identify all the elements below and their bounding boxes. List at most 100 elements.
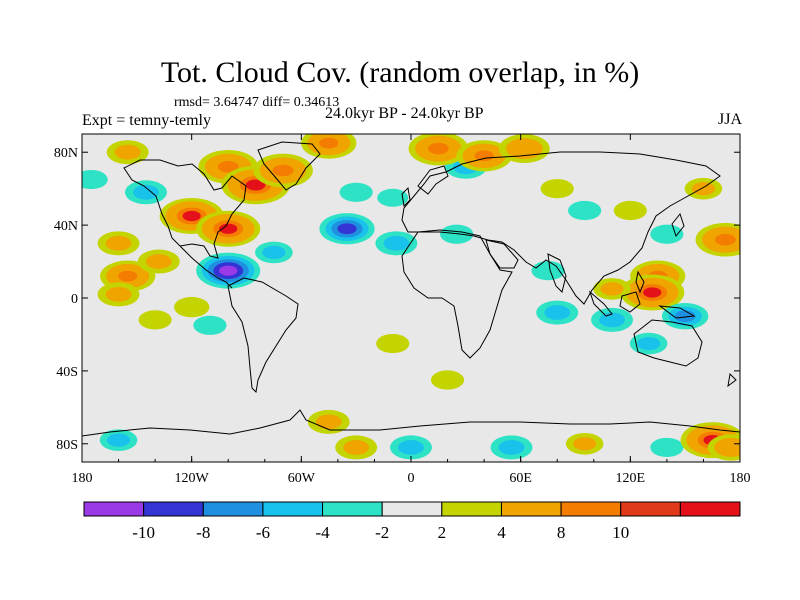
anomaly-contour	[105, 235, 132, 251]
anomaly-patch	[253, 153, 313, 188]
anomaly-patch	[498, 134, 550, 163]
anomaly-contour	[262, 245, 286, 260]
anomaly-contour	[600, 282, 624, 296]
colorbar-swatch	[620, 501, 681, 517]
anomaly-contour	[398, 440, 424, 455]
anomaly-patch	[335, 435, 378, 460]
anomaly-patch	[565, 432, 604, 455]
colorbar-swatch	[202, 501, 264, 517]
colorbar-swatch	[441, 501, 502, 517]
anomaly-contour	[674, 310, 696, 323]
colorbar-swatch	[560, 501, 622, 517]
anomaly-contour	[498, 440, 525, 455]
anomaly-patch	[536, 300, 579, 325]
anomaly-patch	[377, 188, 409, 207]
borneo-coast	[619, 291, 641, 313]
anomaly-patch	[591, 307, 634, 332]
anomaly-contour	[272, 164, 294, 177]
japan-coast	[671, 212, 685, 238]
anomaly-contour	[513, 142, 536, 155]
anomaly-patch	[82, 169, 108, 190]
lon-tick-label: 0	[408, 471, 415, 486]
anomaly-patch	[97, 282, 140, 307]
sumatra-coast	[588, 290, 613, 317]
anomaly-patch	[456, 140, 512, 172]
colorbar-swatch	[262, 501, 324, 517]
colorbar-swatch	[322, 501, 383, 517]
anomaly-patch	[613, 200, 647, 221]
rmsd-diff-label: rmsd= 3.64747 diff= 0.34613	[174, 95, 340, 110]
anomaly-patch	[376, 333, 410, 354]
anomaly-contour	[720, 441, 740, 454]
anomaly-patch	[440, 224, 474, 244]
anomaly-contour	[82, 169, 108, 190]
south-america-coast	[227, 277, 299, 394]
anomaly-patch	[221, 165, 290, 205]
latitude-labels: 80N 40N 0 40S 80S	[54, 146, 78, 453]
anomaly-patch	[490, 435, 533, 460]
colorbar-swatch	[83, 501, 145, 517]
anomaly-patch	[301, 134, 357, 159]
anomaly-patch	[106, 140, 149, 165]
new-guinea-coast	[658, 305, 696, 319]
anomaly-patch	[408, 134, 469, 166]
anomaly-contour	[138, 310, 172, 330]
anomaly-patch	[540, 179, 574, 199]
anomaly-contour	[106, 433, 131, 447]
anomaly-patch	[593, 278, 631, 300]
lat-tick-label: 80S	[56, 438, 78, 453]
anomaly-patch	[255, 241, 293, 264]
greenland-coast	[257, 141, 321, 191]
anomaly-contour	[430, 370, 465, 390]
colorbar	[83, 501, 741, 517]
antarctica-coast	[82, 409, 740, 437]
lon-tick-label: 180	[72, 471, 93, 486]
anomaly-contour	[599, 312, 625, 328]
philippines-coast	[635, 270, 645, 294]
anomaly-patch	[695, 222, 740, 257]
experiment-label: Expt = temny-temly	[82, 112, 211, 129]
lat-tick-label: 80N	[54, 146, 78, 161]
anomaly-contour	[440, 224, 474, 244]
anomaly-contour	[315, 414, 342, 430]
anomaly-contour	[173, 296, 210, 318]
lon-tick-label: 60W	[288, 471, 316, 486]
anomaly-contour	[182, 210, 201, 222]
anomaly-contour	[114, 144, 141, 160]
anomaly-contour	[343, 440, 370, 455]
anomaly-contour	[377, 188, 409, 207]
colorbar-label: 10	[612, 523, 629, 542]
axis-ticks	[81, 134, 741, 462]
anomaly-contour	[540, 179, 574, 199]
anomaly-patch	[684, 177, 723, 200]
colorbar-label: 4	[497, 523, 506, 542]
anomaly-contour	[145, 254, 172, 269]
anomaly-patch	[650, 437, 684, 458]
anomaly-patch	[629, 332, 668, 355]
anomaly-contour	[105, 286, 132, 302]
anomaly-patch	[196, 252, 261, 289]
colorbar-swatch	[679, 501, 741, 517]
anomaly-patch	[650, 224, 684, 244]
anomaly-patch	[99, 429, 138, 451]
central-america-coast	[179, 245, 233, 289]
anomaly-patch	[193, 315, 227, 335]
anomaly-patch	[707, 434, 740, 461]
anomaly-contour	[118, 270, 138, 282]
anomaly-contour	[219, 265, 238, 276]
plot-title: Tot. Cloud Cov. (random overlap, in %)	[160, 56, 640, 89]
anomaly-contour	[193, 315, 227, 335]
anomaly-contour	[428, 142, 449, 155]
anomaly-contour	[319, 137, 339, 149]
new-zealand-coast	[727, 372, 737, 388]
colorbar-label: -10	[132, 523, 155, 542]
season-label: JJA	[717, 111, 742, 128]
lat-tick-label: 0	[71, 292, 78, 307]
anomaly-contour	[573, 437, 597, 451]
britain-coast	[401, 186, 411, 208]
anomaly-contour	[474, 150, 494, 162]
lon-tick-label: 120E	[616, 471, 646, 486]
anomaly-contour	[245, 179, 266, 191]
scandinavia-coast	[417, 165, 449, 195]
anomaly-contour	[219, 223, 238, 234]
